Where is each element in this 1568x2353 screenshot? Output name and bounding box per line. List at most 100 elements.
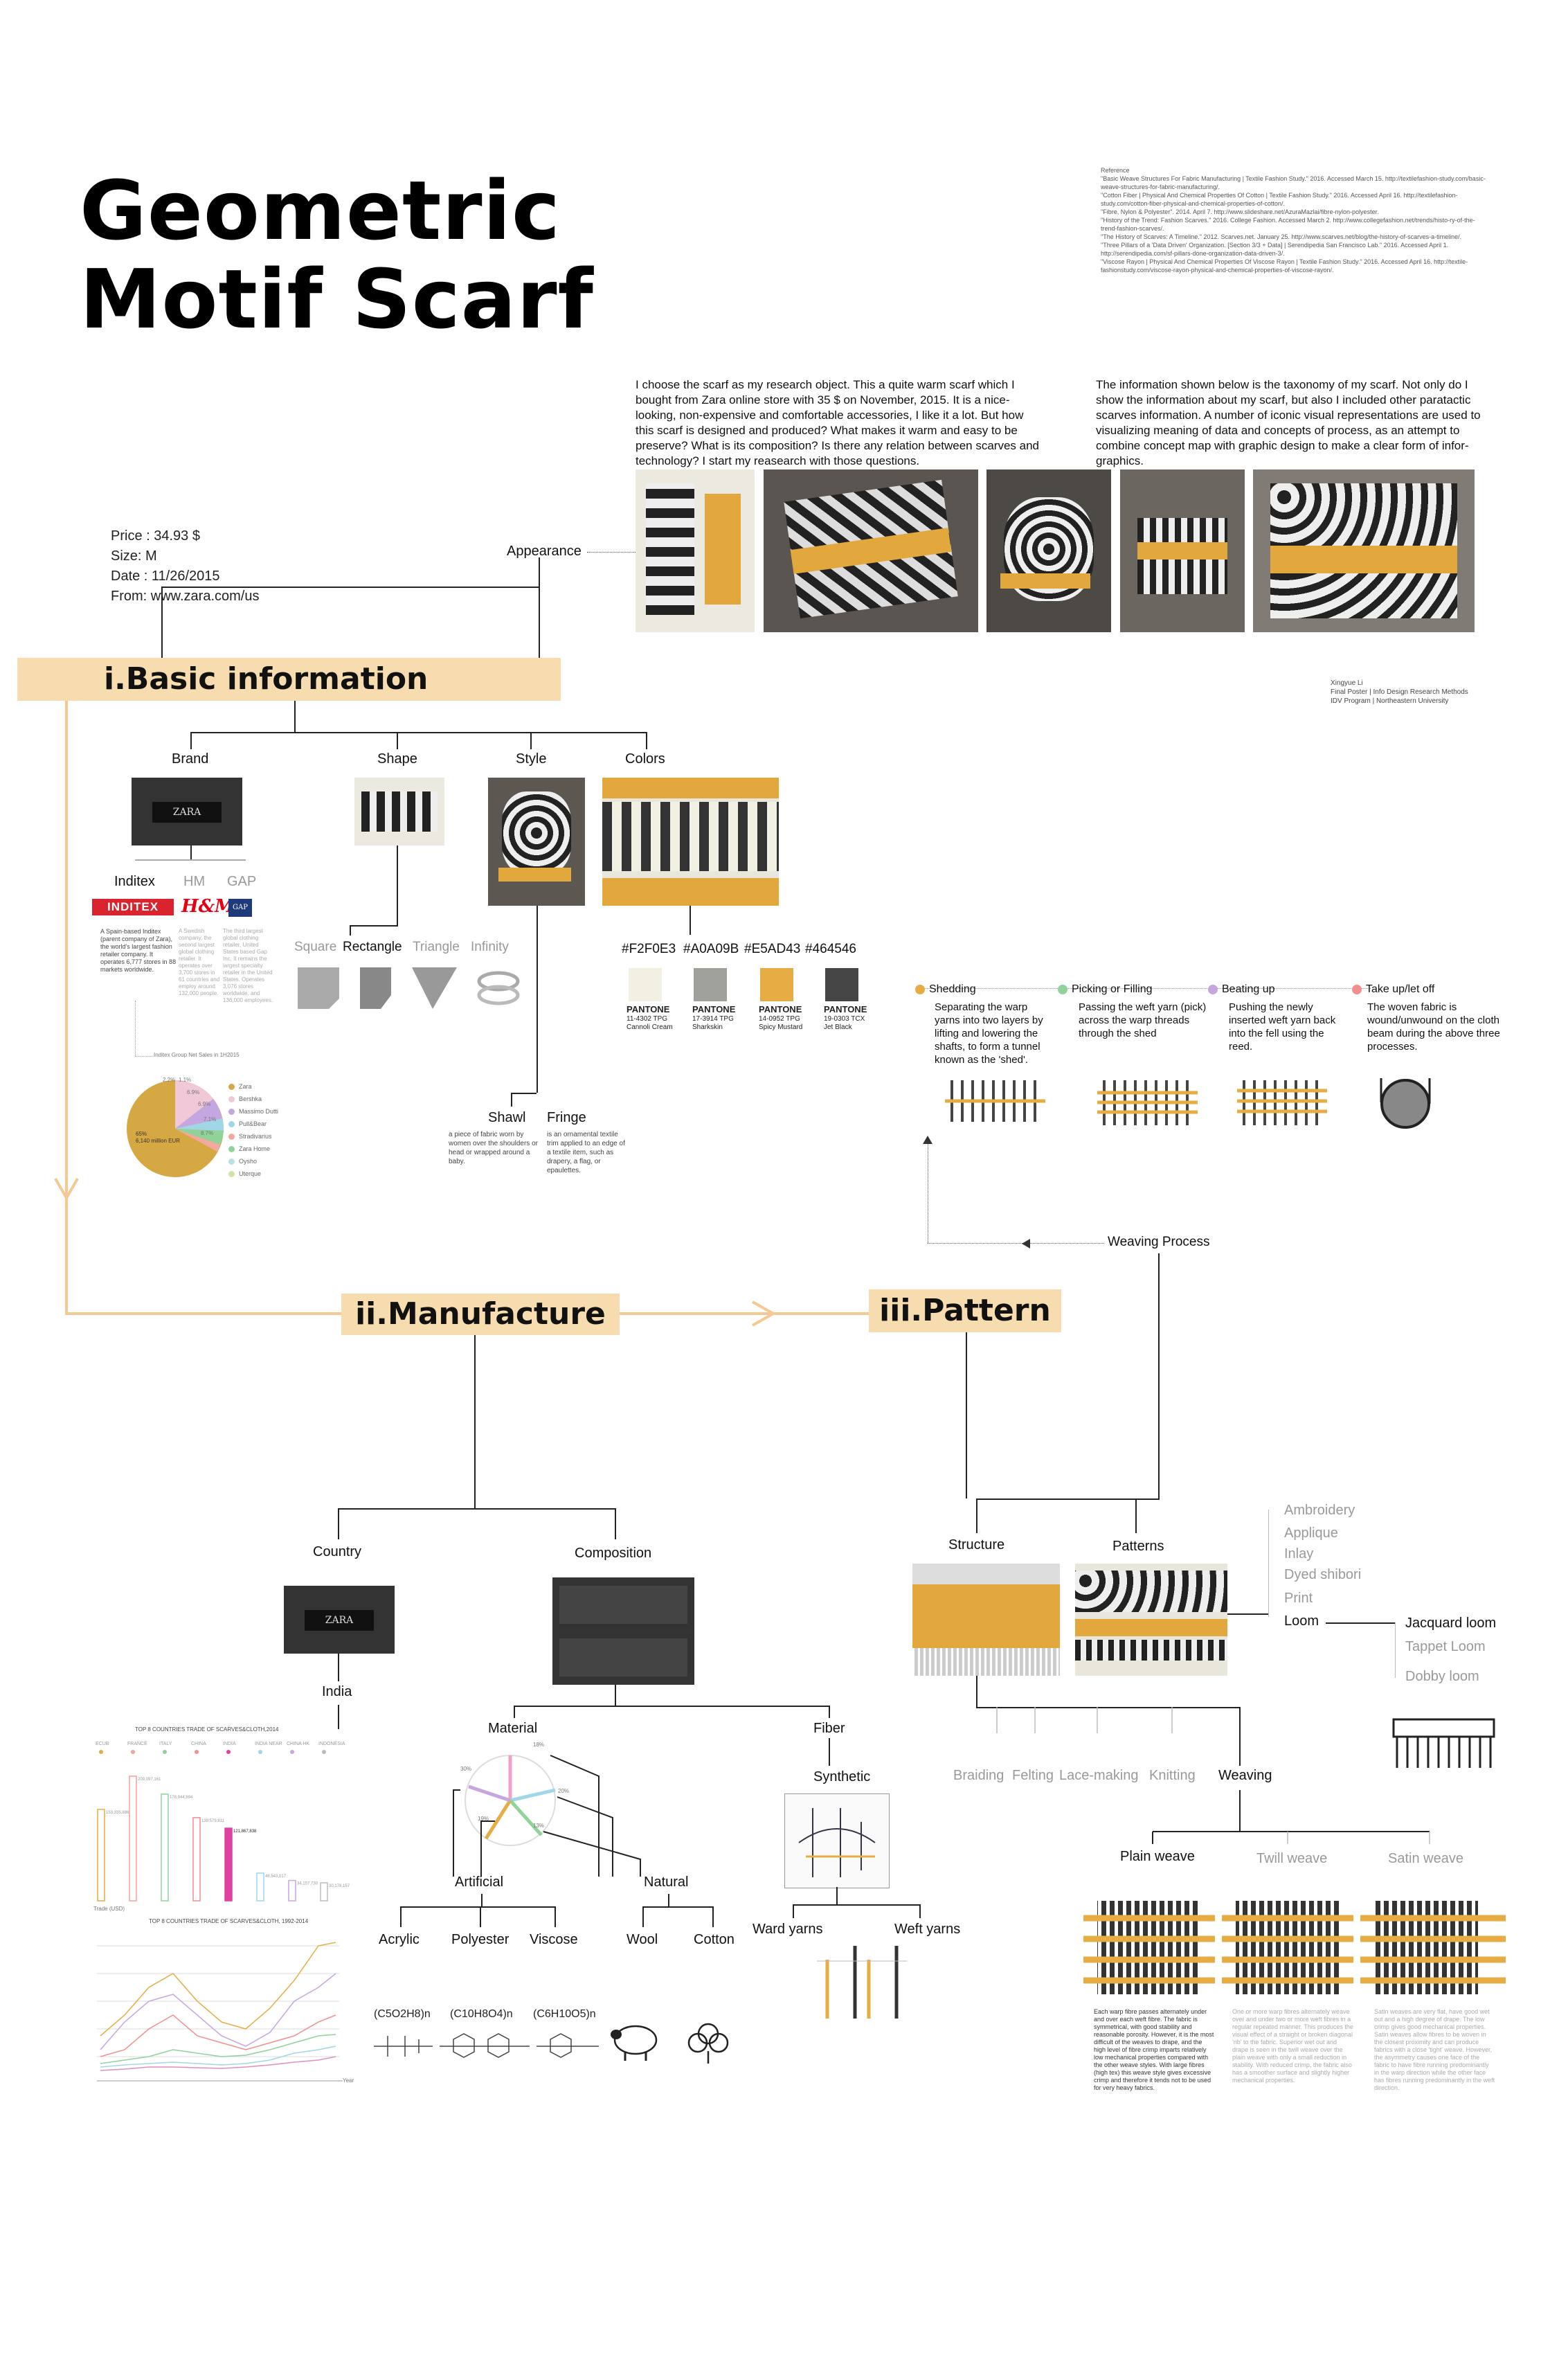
technique-lace-making: Lace-making (1059, 1768, 1139, 1783)
connector (1326, 1622, 1395, 1624)
bar-marker (258, 1750, 262, 1754)
viscose-label: Viscose (530, 1932, 578, 1947)
references: Reference "Basic Weave Structures For Fa… (1101, 166, 1488, 274)
material-pie (465, 1755, 556, 1846)
picking-icon (1097, 1080, 1198, 1125)
author-course: Final Poster | Info Design Research Meth… (1331, 688, 1468, 696)
arrow-left-icon (1022, 1239, 1030, 1249)
technique-braiding: Braiding (953, 1768, 1004, 1783)
beating-icon (1237, 1080, 1327, 1125)
pie-label-d: 6.9% (198, 1101, 211, 1107)
acrylic-label: Acrylic (379, 1932, 420, 1947)
inditex-sales-pie (127, 1080, 224, 1177)
weaving-step-shedding: Shedding (915, 983, 976, 996)
technique-knitting: Knitting (1149, 1768, 1196, 1783)
connector (338, 1705, 339, 1729)
connector (642, 1906, 714, 1908)
inditex-note: A Spain-based Inditex (parent company of… (100, 928, 177, 973)
connector (555, 1906, 556, 1927)
connector (1158, 1253, 1160, 1498)
triangle-shape-icon (412, 967, 457, 1009)
reference-item: "Cotton Fiber | Physical And Chemical Pr… (1101, 192, 1458, 207)
connector (474, 1335, 476, 1508)
page-title: Geometric Motif Scarf (80, 166, 594, 343)
bar-category-label: ITALY (159, 1742, 172, 1746)
basic-facts: Price : 34.93 $ Size: M Date : 11/26/201… (111, 526, 259, 607)
bar-category-label: INDIA (223, 1742, 236, 1746)
technique-connectors (996, 1707, 1173, 1733)
connector (976, 1707, 1241, 1708)
shedding-icon (945, 1080, 1045, 1122)
bar-marker (322, 1750, 326, 1754)
section-basic-information: i.Basic information (17, 658, 561, 701)
bar (129, 1775, 137, 1902)
bar-value-label: 30,178,157 (329, 1884, 350, 1888)
pantone-4: PANTONE 19-0303 TCX Jet Black (824, 1004, 867, 1031)
pantone-3: PANTONE 14-0952 TPG Spicy Mustard (759, 1004, 803, 1031)
bar-value-label: 209,097,161 (138, 1778, 161, 1782)
legend-item: Zara Home (228, 1143, 278, 1155)
bar-marker (290, 1750, 294, 1754)
legend-item: Massimo Dutti (228, 1105, 278, 1118)
weaving-step-picking: Picking or Filling (1058, 983, 1152, 996)
connector (400, 1906, 556, 1908)
pie-label-b: 1.1% (179, 1077, 192, 1083)
material-pct-3: 20% (558, 1788, 570, 1794)
connector (642, 1906, 644, 1927)
sheep-icon (611, 2025, 658, 2061)
author-program: IDV Program | Northeastern University (1331, 697, 1449, 705)
connector (190, 732, 647, 733)
section-pattern: iii.Pattern (869, 1289, 1061, 1332)
shape-triangle: Triangle (413, 940, 460, 954)
connector (712, 1906, 714, 1927)
connector (190, 732, 192, 749)
bar-marker (195, 1750, 199, 1754)
pie-label-e: 7.1% (204, 1116, 217, 1122)
connector (530, 732, 532, 749)
arrow-up-icon (923, 1136, 932, 1144)
legend-item: Bershka (228, 1093, 278, 1105)
connector (793, 1904, 921, 1906)
line-chart-title: TOP 8 COUNTRIES TRADE OF SCARVES&CLOTH, … (149, 1918, 309, 1924)
style-photo (488, 778, 585, 906)
bar (97, 1809, 105, 1902)
bar-category-label: CHINA (191, 1742, 206, 1746)
composition-label: Composition (575, 1546, 652, 1561)
inditex-label: Inditex (114, 874, 155, 889)
formula-polyester: (C10H8O4)n (450, 2008, 513, 2020)
connector (514, 1706, 515, 1718)
trade-bar-chart: ECUB 153,335,886 FRANCE 209,097,161 ITALY 178… (96, 1742, 350, 1902)
loom-jacquard: Jacquard loom (1405, 1616, 1497, 1631)
formula-acrylic: (C5O2H8)n (374, 2008, 431, 2020)
picking-text: Passing the weft yarn (pick) across the … (1079, 1001, 1207, 1039)
connector (615, 1508, 616, 1539)
reference-item: "History of the Trend: Fashion Scarves."… (1101, 217, 1475, 232)
connector (615, 1685, 616, 1706)
weaving-process-label: Weaving Process (1108, 1235, 1210, 1249)
scarf-photo-1 (636, 469, 755, 632)
appearance-label: Appearance (507, 544, 582, 559)
pattern-inlay: Inlay (1284, 1546, 1314, 1562)
composition-label-photo (552, 1577, 694, 1685)
pantone-1: PANTONE 11-4302 TPG Cannoli Cream (627, 1004, 673, 1031)
twill-weave-note: One or more warp fibres alternately weav… (1232, 2008, 1353, 2084)
technique-felting: Felting (1012, 1768, 1054, 1783)
loom-tappet: Tappet Loom (1405, 1639, 1486, 1654)
legend-item: Pull&Bear (228, 1118, 278, 1130)
shape-icons (298, 967, 520, 1009)
connector (397, 732, 398, 749)
loom-bracket (1395, 1622, 1396, 1678)
author-info: Xingyue Li Final Poster | Info Design Re… (1331, 679, 1468, 706)
fringe-definition: is an ornamental textile trim applied to… (547, 1131, 625, 1174)
bar-category-label: ECUB (96, 1742, 109, 1746)
shawl-definition: a piece of fabric worn by women over the… (449, 1131, 538, 1165)
bar (224, 1827, 233, 1902)
synthetic-sketch (784, 1793, 890, 1888)
references-heading: Reference (1101, 167, 1130, 174)
pie-label-big: 65% (136, 1131, 147, 1137)
bar-category-label: INDONESIA (318, 1742, 345, 1746)
bar (256, 1872, 264, 1902)
shape-rectangle: Rectangle (343, 940, 402, 954)
bar-category-label: INDIA NEAR (255, 1742, 282, 1746)
rectangle-shape-icon (360, 967, 391, 1009)
